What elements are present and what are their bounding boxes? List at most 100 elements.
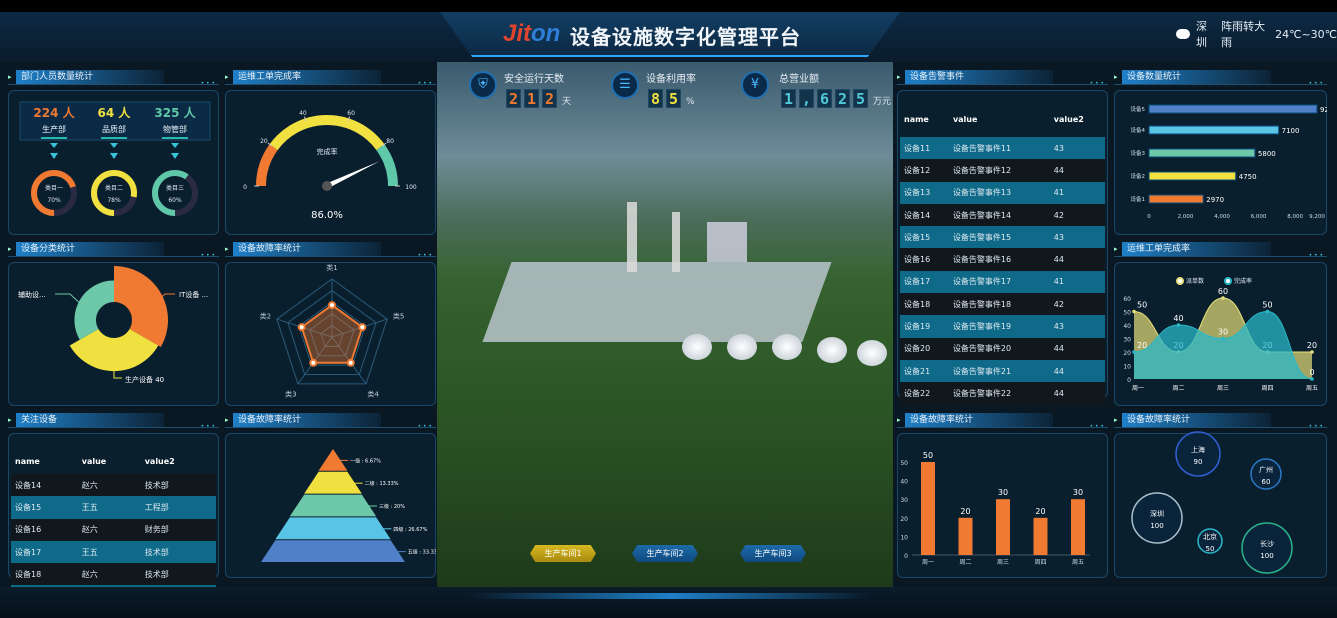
workshop-button-3[interactable]: 生产车间3 bbox=[740, 545, 806, 562]
gauge-tick bbox=[303, 116, 307, 122]
rose-slice[interactable] bbox=[114, 266, 168, 347]
table-row[interactable]: 设备12 设备告警事件12 44 bbox=[900, 159, 1105, 182]
bar[interactable] bbox=[1033, 517, 1048, 555]
table-cell: 43 bbox=[1049, 226, 1105, 249]
bubble-label: 广州 bbox=[1259, 465, 1273, 474]
bar[interactable] bbox=[996, 499, 1010, 555]
kpi-digit: 1 bbox=[781, 89, 796, 108]
table-cell: 设备11 bbox=[900, 137, 949, 160]
bar-value-label: 7100 bbox=[1282, 127, 1300, 135]
point-label: 0 bbox=[1309, 368, 1314, 377]
funnel-segment[interactable] bbox=[304, 471, 362, 494]
funnel-segment[interactable] bbox=[289, 494, 377, 517]
radar-point[interactable] bbox=[328, 301, 336, 310]
table-row[interactable]: 设备20 设备告警事件20 44 bbox=[900, 337, 1105, 360]
bar-value-label: 20 bbox=[960, 507, 970, 516]
table-cell: 设备告警事件14 bbox=[948, 203, 1050, 227]
table-row[interactable]: 设备17 设备告警事件17 41 bbox=[900, 270, 1105, 294]
weather-temp: 24℃~30℃ bbox=[1275, 27, 1337, 41]
table-row[interactable]: 设备16 设备告警事件16 44 bbox=[900, 248, 1105, 271]
shield-icon: ⛨ bbox=[469, 71, 497, 99]
table-cell: 设备15 bbox=[11, 496, 78, 519]
table-row[interactable]: 设备22 设备告警事件22 44 bbox=[900, 382, 1105, 405]
table-row[interactable]: 设备11 设备告警事件11 43 bbox=[900, 137, 1105, 160]
series-point[interactable] bbox=[1132, 309, 1136, 314]
radar-point[interactable] bbox=[297, 323, 306, 332]
table-cell: 技术部 bbox=[140, 563, 216, 586]
table-row[interactable]: 设备16 赵六 财务部 bbox=[11, 518, 216, 541]
series-point[interactable] bbox=[1221, 296, 1225, 300]
x-tick: 周三 bbox=[997, 559, 1009, 566]
legend-label: 派单数 bbox=[1186, 277, 1204, 285]
rose-slice[interactable] bbox=[74, 280, 114, 340]
y-tick: 设备3 bbox=[1131, 149, 1146, 157]
caret-right-icon: ▸ bbox=[1114, 73, 1118, 81]
bar[interactable] bbox=[921, 462, 935, 555]
table-cell: 王五 bbox=[77, 496, 141, 519]
bubble[interactable] bbox=[1250, 458, 1282, 490]
funnel-segment[interactable] bbox=[261, 540, 405, 562]
series-point[interactable] bbox=[1310, 377, 1314, 381]
top-band bbox=[0, 0, 1337, 12]
hbar[interactable] bbox=[1148, 125, 1280, 135]
radar-point[interactable] bbox=[346, 358, 355, 367]
bubble-value: 50 bbox=[1206, 545, 1215, 553]
bubble[interactable] bbox=[1241, 522, 1293, 574]
workshop-button-1[interactable]: 生产车间1 bbox=[530, 545, 596, 562]
arrow-down-icon bbox=[110, 143, 118, 159]
series-point[interactable] bbox=[1176, 323, 1181, 327]
funnel-segment[interactable] bbox=[318, 449, 348, 471]
table-row[interactable]: 设备19 设备告警事件19 43 bbox=[900, 315, 1105, 338]
hbar[interactable] bbox=[1148, 194, 1204, 204]
donut-label: 类目三 bbox=[166, 184, 184, 192]
funnel-segment[interactable] bbox=[275, 517, 391, 540]
bubble[interactable] bbox=[1197, 528, 1223, 554]
series-point[interactable] bbox=[1265, 309, 1270, 314]
table-row[interactable]: 设备18 设备告警事件18 42 bbox=[900, 293, 1105, 316]
table-row[interactable]: 设备13 设备告警事件13 41 bbox=[900, 181, 1105, 204]
bubble[interactable] bbox=[1175, 431, 1221, 477]
alarm-table: name value value2 设备11 设备告警事件11 43 设备12 设备告警事件1… bbox=[900, 101, 1105, 405]
gauge-chart: 0 20 40 60 80 100 完成率 86.0% bbox=[243, 110, 417, 221]
workshop-button-2[interactable]: 生产车间2 bbox=[632, 545, 698, 562]
y-tick: 30 bbox=[1123, 337, 1131, 344]
table-cell: 设备告警事件20 bbox=[948, 337, 1050, 360]
series-point[interactable] bbox=[1310, 350, 1314, 354]
series-point[interactable] bbox=[1221, 336, 1225, 341]
rose-slice[interactable] bbox=[69, 329, 159, 372]
table-cell: 赵六 bbox=[77, 518, 141, 541]
panel-title: 设备数量统计 bbox=[1122, 70, 1272, 84]
gauge-pivot bbox=[322, 181, 332, 191]
legend-marker bbox=[1224, 277, 1232, 285]
radar-grid bbox=[276, 278, 388, 385]
table-row[interactable]: 设备17 王五 技术部 bbox=[11, 540, 216, 564]
table-cell: 设备18 bbox=[11, 563, 78, 586]
bubble[interactable] bbox=[1131, 492, 1183, 544]
bubble-label: 上海 bbox=[1191, 445, 1205, 454]
bar[interactable] bbox=[958, 517, 973, 555]
hbar[interactable] bbox=[1148, 148, 1256, 158]
series-point[interactable] bbox=[1132, 350, 1136, 354]
table-row[interactable]: 设备15 王五 工程部 bbox=[11, 496, 216, 519]
factory-3d-scene[interactable] bbox=[437, 62, 893, 587]
table-row[interactable]: 设备14 赵六 技术部 bbox=[11, 474, 216, 497]
hbar[interactable] bbox=[1148, 171, 1237, 181]
caret-right-icon: ▸ bbox=[225, 245, 229, 253]
gauge-label: 完成率 bbox=[317, 147, 338, 156]
bar[interactable] bbox=[1071, 499, 1085, 555]
panel-body: name value value2 设备11 设备告警事件11 43 设备12 设备告警事件1… bbox=[897, 90, 1108, 405]
hbar[interactable] bbox=[1148, 104, 1318, 114]
table-row[interactable]: 设备21 设备告警事件21 44 bbox=[900, 359, 1105, 383]
table-row[interactable]: 设备15 设备告警事件15 43 bbox=[900, 226, 1105, 249]
point-label: 40 bbox=[1173, 314, 1183, 323]
table-row[interactable]: 设备18 赵六 技术部 bbox=[11, 563, 216, 586]
arrow-down-icon bbox=[50, 143, 58, 159]
dept-count: 325 人 bbox=[154, 105, 196, 120]
gauge-tick-label: 20 bbox=[260, 138, 268, 145]
x-tick: 周二 bbox=[959, 559, 971, 566]
radar-point[interactable] bbox=[358, 323, 367, 332]
radar-point[interactable] bbox=[309, 358, 318, 367]
table-row[interactable]: 设备14 设备告警事件14 42 bbox=[900, 203, 1105, 227]
caret-right-icon: ▸ bbox=[897, 416, 901, 424]
bar-value-label: 20 bbox=[1035, 507, 1045, 516]
